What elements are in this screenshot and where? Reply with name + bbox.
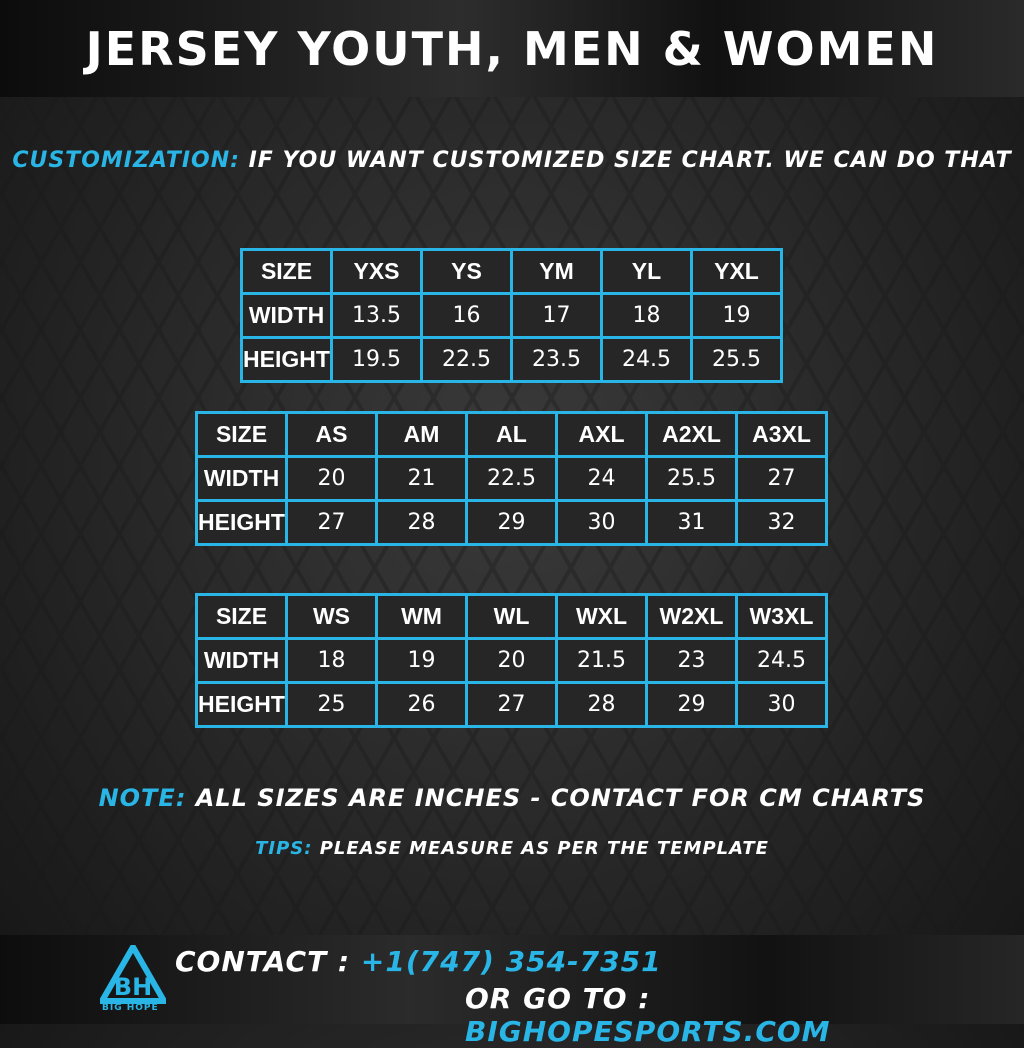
measurement-cell: 19: [690, 292, 783, 339]
row-label-cell: HEIGHT: [240, 336, 333, 383]
measurement-cell: 24.5: [735, 637, 828, 684]
measurement-cell: 31: [645, 499, 738, 546]
note-text: All sizes are inches - contact for cm ch…: [195, 784, 926, 812]
measurement-cell: 13.5: [330, 292, 423, 339]
size-header-cell: SIZE: [195, 593, 288, 640]
size-header-cell: A3XL: [735, 411, 828, 458]
measurement-cell: 29: [465, 499, 558, 546]
measurement-cell: 20: [465, 637, 558, 684]
customization-label: Customization:: [12, 148, 240, 173]
size-header-cell: WL: [465, 593, 558, 640]
measurement-cell: 25.5: [690, 336, 783, 383]
contact-line: Contact : +1(747) 354-7351: [175, 945, 662, 978]
row-label-cell: HEIGHT: [195, 499, 288, 546]
goto-label: Or go to :: [465, 982, 651, 1015]
measurement-cell: 19.5: [330, 336, 423, 383]
size-header-cell: A2XL: [645, 411, 738, 458]
youth-size-table: SIZE YXS YS YM YL YXL WIDTH 13.5 16 17 18 19 HEIGHT 1…: [240, 248, 783, 383]
size-header-cell: W3XL: [735, 593, 828, 640]
measurement-cell: 17: [510, 292, 603, 339]
measurement-cell: 24: [555, 455, 648, 502]
row-label-cell: WIDTH: [195, 455, 288, 502]
note-line: Note: All sizes are inches - contact for…: [0, 784, 1024, 812]
measurement-cell: 18: [285, 637, 378, 684]
size-header-cell: YS: [420, 248, 513, 295]
tips-label: Tips:: [255, 838, 313, 859]
women-size-table: SIZE WS WM WL WXL W2XL W3XL WIDTH 18 19 20 21.5 23 24…: [195, 593, 828, 728]
size-header-cell: AM: [375, 411, 468, 458]
customization-line: Customization: If you want customized si…: [0, 148, 1024, 173]
tips-text: Please measure as per the template: [319, 838, 769, 859]
table-row: SIZE AS AM AL AXL A2XL A3XL: [195, 411, 828, 458]
title-bar: Jersey Youth, Men & Women: [0, 0, 1024, 97]
customization-text: If you want customized size chart. We ca…: [248, 148, 1012, 173]
page-title: Jersey Youth, Men & Women: [85, 21, 939, 76]
logo-text: BIG HOPE: [102, 1003, 159, 1013]
row-label-cell: WIDTH: [195, 637, 288, 684]
measurement-cell: 30: [555, 499, 648, 546]
size-header-cell: SIZE: [240, 248, 333, 295]
big-hope-logo-icon: BH: [100, 945, 166, 1004]
measurement-cell: 28: [375, 499, 468, 546]
size-header-cell: WXL: [555, 593, 648, 640]
size-header-cell: YL: [600, 248, 693, 295]
men-size-table: SIZE AS AM AL AXL A2XL A3XL WIDTH 20 21 22.5 24 25.5…: [195, 411, 828, 546]
measurement-cell: 25.5: [645, 455, 738, 502]
note-label: Note:: [98, 784, 187, 812]
size-header-cell: YXL: [690, 248, 783, 295]
table-row: WIDTH 18 19 20 21.5 23 24.5: [195, 637, 828, 684]
table-row: SIZE WS WM WL WXL W2XL W3XL: [195, 593, 828, 640]
size-header-cell: AS: [285, 411, 378, 458]
size-header-cell: AL: [465, 411, 558, 458]
measurement-cell: 30: [735, 681, 828, 728]
measurement-cell: 21: [375, 455, 468, 502]
size-header-cell: WS: [285, 593, 378, 640]
row-label-cell: HEIGHT: [195, 681, 288, 728]
measurement-cell: 27: [465, 681, 558, 728]
size-header-cell: YXS: [330, 248, 423, 295]
measurement-cell: 20: [285, 455, 378, 502]
table-row: SIZE YXS YS YM YL YXL: [240, 248, 783, 295]
size-header-cell: AXL: [555, 411, 648, 458]
measurement-cell: 23.5: [510, 336, 603, 383]
website-link[interactable]: bighopesports.com: [465, 1015, 831, 1048]
row-label-cell: WIDTH: [240, 292, 333, 339]
measurement-cell: 24.5: [600, 336, 693, 383]
measurement-cell: 28: [555, 681, 648, 728]
measurement-cell: 18: [600, 292, 693, 339]
measurement-cell: 27: [285, 499, 378, 546]
table-row: HEIGHT 25 26 27 28 29 30: [195, 681, 828, 728]
table-row: HEIGHT 27 28 29 30 31 32: [195, 499, 828, 546]
measurement-cell: 21.5: [555, 637, 648, 684]
measurement-cell: 23: [645, 637, 738, 684]
measurement-cell: 25: [285, 681, 378, 728]
measurement-cell: 32: [735, 499, 828, 546]
footer: BH BIG HOPE Contact : +1(747) 354-7351 O…: [0, 935, 1024, 1048]
measurement-cell: 16: [420, 292, 513, 339]
measurement-cell: 22.5: [465, 455, 558, 502]
measurement-cell: 26: [375, 681, 468, 728]
measurement-cell: 22.5: [420, 336, 513, 383]
phone-number[interactable]: +1(747) 354-7351: [360, 945, 662, 978]
table-row: WIDTH 13.5 16 17 18 19: [240, 292, 783, 339]
measurement-cell: 29: [645, 681, 738, 728]
table-row: WIDTH 20 21 22.5 24 25.5 27: [195, 455, 828, 502]
measurement-cell: 27: [735, 455, 828, 502]
website-line: Or go to : bighopesports.com: [465, 982, 1024, 1048]
size-header-cell: W2XL: [645, 593, 738, 640]
table-row: HEIGHT 19.5 22.5 23.5 24.5 25.5: [240, 336, 783, 383]
size-header-cell: YM: [510, 248, 603, 295]
contact-label: Contact :: [175, 945, 351, 978]
svg-text:BH: BH: [114, 973, 152, 1001]
size-header-cell: WM: [375, 593, 468, 640]
measurement-cell: 19: [375, 637, 468, 684]
tips-line: Tips: Please measure as per the template: [0, 838, 1024, 859]
size-header-cell: SIZE: [195, 411, 288, 458]
